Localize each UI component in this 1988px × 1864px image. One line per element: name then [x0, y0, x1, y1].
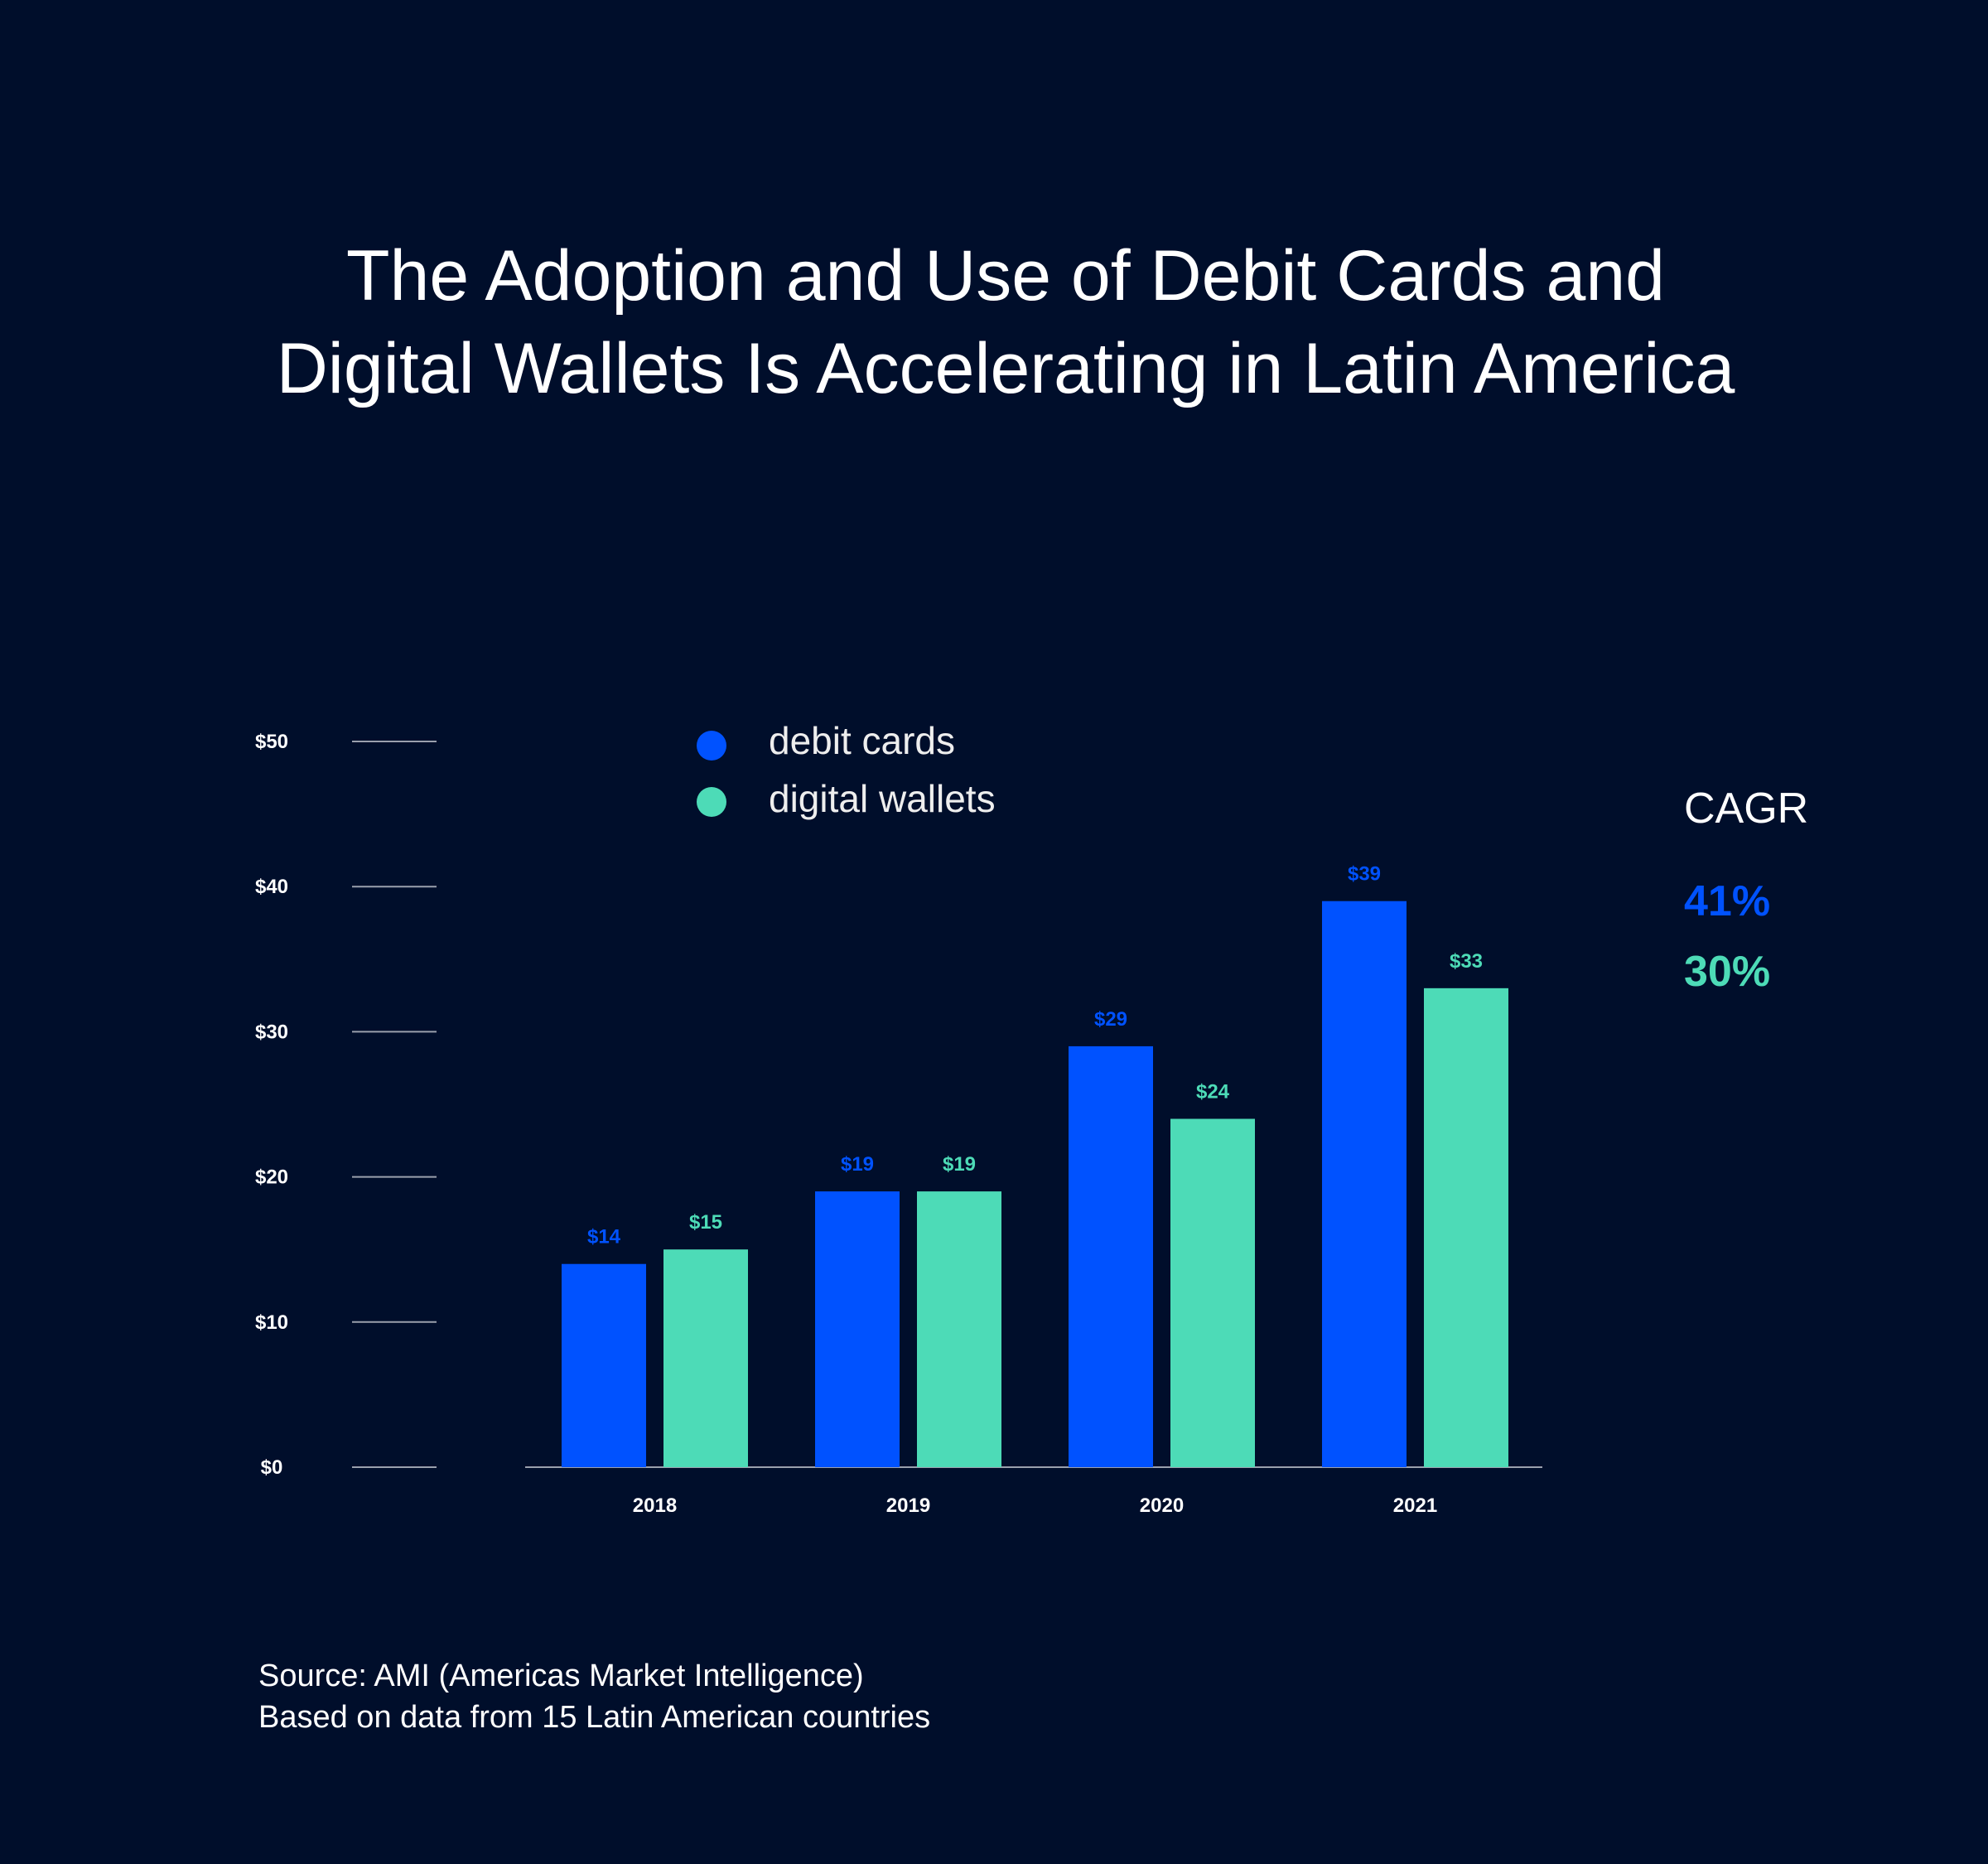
y-tick-label: $40: [255, 876, 288, 898]
bar-debit-cards-2020: [1069, 1045, 1153, 1467]
source-line-1: Source: AMI (Americas Market Intelligenc…: [258, 1659, 864, 1693]
cagr-panel: CAGR 41% 30%: [1684, 785, 1808, 996]
legend-dot-digital-wallets: [697, 787, 726, 817]
bars: $14 $15 2018 $19 $19 2019 $29 $24 2020 $39 $33 2021: [562, 863, 1508, 1517]
x-tick-label: 2018: [633, 1495, 677, 1517]
data-label-debit-cards-2020: $29: [1094, 1008, 1127, 1031]
bar-debit-cards-2021: [1322, 901, 1407, 1467]
data-label-debit-cards-2018: $14: [587, 1226, 621, 1248]
y-tick-label: $10: [255, 1311, 288, 1334]
source-line-2: Based on data from 15 Latin American cou…: [258, 1700, 930, 1735]
data-label-digital-wallets-2020: $24: [1196, 1081, 1230, 1103]
bar-digital-wallets-2021: [1424, 988, 1508, 1467]
bar-digital-wallets-2019: [917, 1191, 1001, 1467]
y-tick-label: $50: [255, 731, 288, 753]
cagr-wallet-value: 30%: [1684, 948, 1770, 996]
data-label-debit-cards-2021: $39: [1348, 863, 1381, 886]
chart-title-line-2: Digital Wallets Is Accelerating in Latin…: [277, 329, 1735, 408]
bar-debit-cards-2019: [815, 1191, 900, 1467]
legend: debit cards digital wallets: [697, 719, 996, 820]
data-label-digital-wallets-2019: $19: [943, 1153, 976, 1176]
cagr-title: CAGR: [1684, 785, 1808, 833]
y-tick-label: $30: [255, 1021, 288, 1043]
cagr-debit-value: 41%: [1684, 877, 1770, 925]
x-tick-label: 2020: [1140, 1495, 1184, 1517]
bar-debit-cards-2018: [562, 1263, 646, 1467]
bar-digital-wallets-2020: [1170, 1118, 1255, 1467]
x-tick-label: 2021: [1393, 1495, 1437, 1517]
y-tick-label: $0: [261, 1456, 283, 1479]
legend-label-digital-wallets: digital wallets: [769, 777, 996, 820]
y-axis: $0 $10 $20 $30 $40 $50: [255, 731, 437, 1479]
legend-label-debit-cards: debit cards: [769, 719, 955, 762]
chart-title-line-1: The Adoption and Use of Debit Cards and: [346, 236, 1665, 316]
data-label-digital-wallets-2021: $33: [1450, 950, 1483, 973]
y-tick-label: $20: [255, 1166, 288, 1189]
x-tick-label: 2019: [886, 1495, 930, 1517]
data-label-debit-cards-2019: $19: [841, 1153, 874, 1176]
legend-dot-debit-cards: [697, 731, 726, 761]
data-label-digital-wallets-2018: $15: [689, 1211, 722, 1234]
bar-digital-wallets-2018: [663, 1249, 748, 1467]
